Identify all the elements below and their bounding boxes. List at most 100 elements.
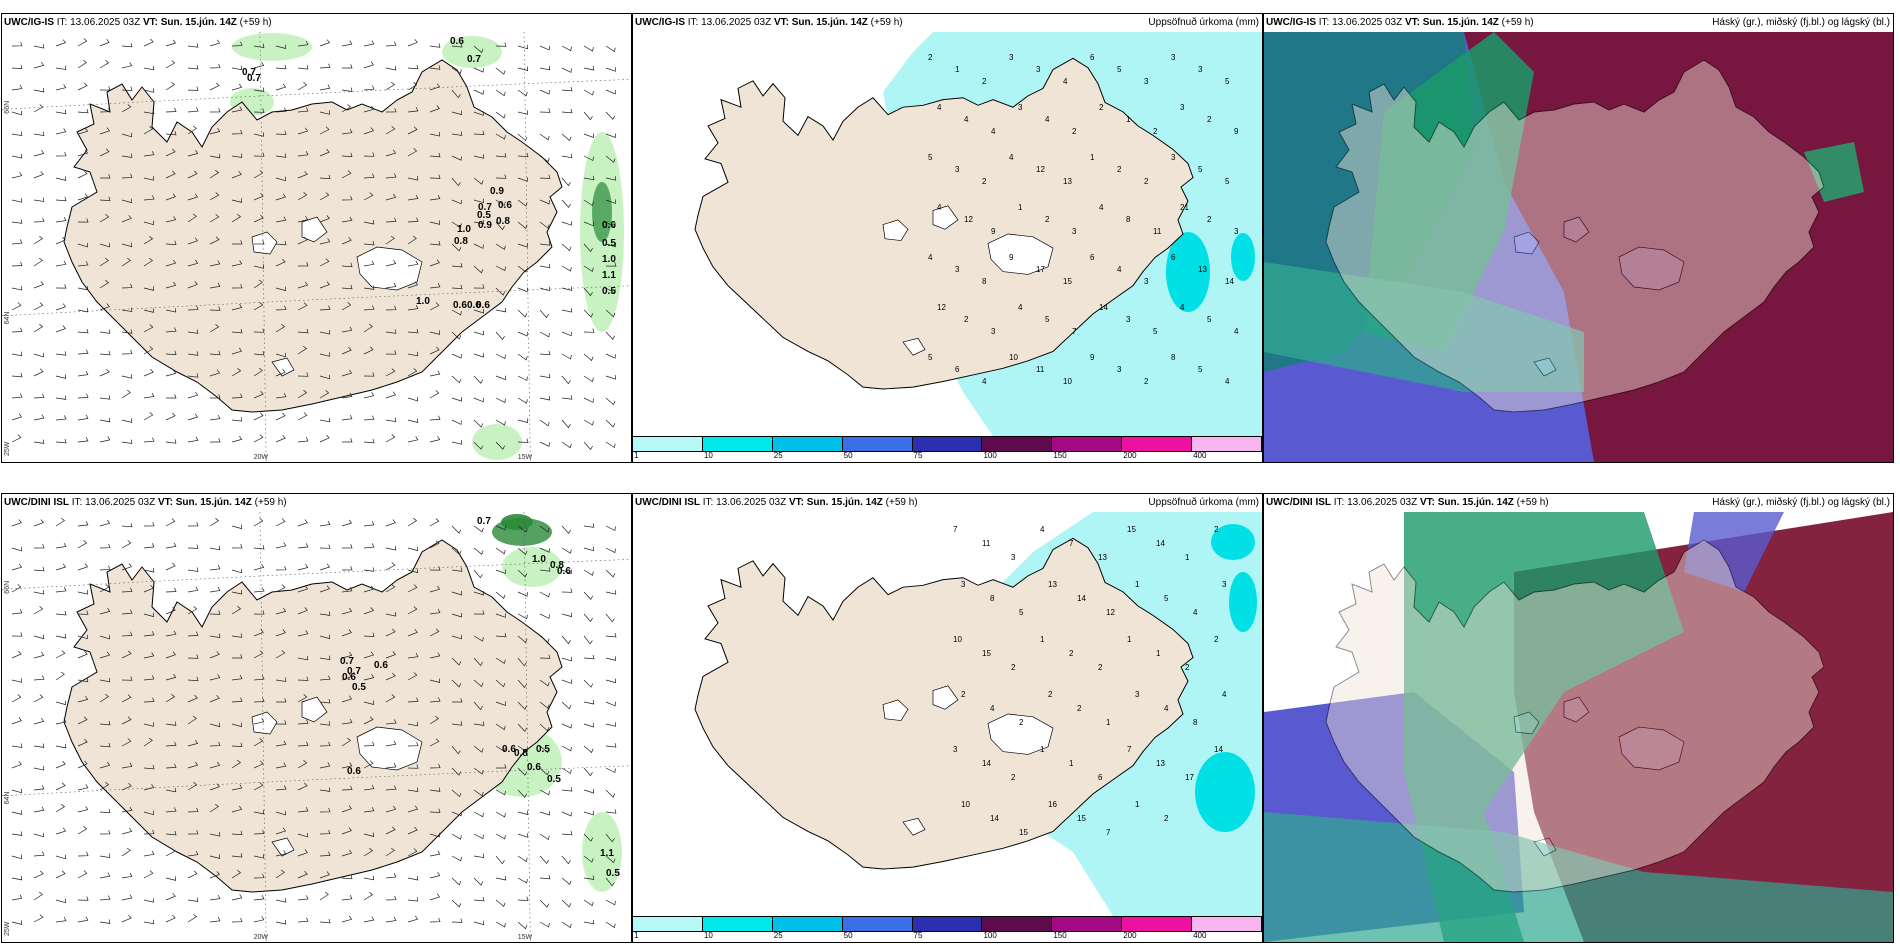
- wind-barb: [363, 716, 374, 725]
- wind-barb: [407, 126, 418, 135]
- precip-map[interactable]: 7 11 3 4 7 13 15 14 1 2 3 8 5 13 14 12 1 5 4 3 10 15 2 1 2 2 1 1 2 2 2…: [633, 512, 1262, 916]
- wind-barb: [517, 591, 528, 597]
- wind-barb: [341, 695, 353, 703]
- wind-barb: [583, 199, 594, 207]
- wind-barb: [165, 412, 176, 421]
- wind-barb: [232, 654, 243, 659]
- colorbar-tick-label: 200: [1123, 451, 1137, 460]
- colorbar-bin: [1052, 437, 1123, 451]
- wind-barb: [561, 787, 573, 792]
- wind-barb: [319, 281, 330, 289]
- wind-barb: [363, 741, 375, 747]
- wind-barb: [495, 701, 506, 706]
- precip-value-label: 12: [1106, 608, 1115, 617]
- wind-barb: [429, 608, 441, 615]
- wind-barb: [605, 833, 615, 843]
- wind-barb: [297, 82, 308, 91]
- wind-barb: [121, 540, 132, 549]
- wind-barb: [55, 611, 67, 616]
- coastline: [1325, 59, 1825, 413]
- panel-title: Uppsöfnuð úrkoma (mm): [1148, 497, 1259, 508]
- wind-barb: [99, 677, 111, 683]
- wind-map[interactable]: 0.7 1.0 0.8 0.6 0.7 0.6 0.7 0.6 0.5 0.6 0.8 0.5 0.6 0…: [2, 512, 631, 942]
- wind-barb: [385, 826, 396, 835]
- wind-barb: [583, 722, 594, 728]
- vt-value: Sun. 15.jún. 14Z: [1422, 17, 1499, 28]
- precip-value-label: 13: [1156, 759, 1165, 768]
- wind-barb: [561, 221, 572, 226]
- wind-value-label: 0.6: [476, 300, 490, 311]
- high-cloud-layer: [1804, 142, 1864, 202]
- precip-map[interactable]: 2 1 2 3 3 4 6 5 3 3 3 5 4 4 4 3 4 2 2 1 2 3 2 9 5 3 2 4 12 13 1 2 2 3 5 5 4 1…: [633, 32, 1262, 436]
- precip-value-label: 4: [1040, 525, 1045, 534]
- wind-barb: [11, 650, 22, 659]
- lon-label-25: 25W: [4, 921, 11, 936]
- wind-barb: [341, 565, 353, 571]
- wind-barb: [297, 412, 308, 421]
- precip-value-label: 1: [1106, 718, 1111, 727]
- wind-barb: [187, 125, 197, 135]
- wind-barb: [561, 153, 573, 159]
- precip-value-label: 4: [1018, 303, 1023, 312]
- wind-barb: [121, 86, 133, 91]
- precip-value-label: 2: [1099, 103, 1104, 112]
- wind-barb: [341, 216, 353, 223]
- wind-barb: [275, 412, 286, 421]
- cloud-map[interactable]: [1264, 512, 1893, 942]
- wind-map[interactable]: 0.6 0.7 0.7 0.7 0.9 0.7 0.6 1.0 0.8 0.8 0.9 1.0 0.6 0…: [2, 32, 631, 462]
- cloud-map[interactable]: [1264, 32, 1893, 462]
- wind-barb: [605, 767, 616, 774]
- wind-barb: [187, 654, 199, 659]
- wind-barb: [77, 38, 88, 47]
- wind-barb: [11, 198, 23, 203]
- colorbar-tick-label: 75: [913, 451, 923, 460]
- wind-barb: [605, 678, 616, 684]
- wind-barb: [33, 197, 45, 202]
- precip-value-label: 2: [1019, 718, 1024, 727]
- colorbar-bin: [772, 917, 843, 931]
- wind-barb: [143, 38, 154, 47]
- wind-barb: [231, 153, 243, 158]
- wind-barb: [517, 331, 528, 337]
- wind-barb: [33, 171, 44, 179]
- wind-barb: [341, 543, 353, 549]
- precip-value-label: 12: [937, 303, 946, 312]
- wind-barb: [275, 869, 285, 879]
- wind-barb: [473, 397, 484, 403]
- wind-barb: [605, 656, 617, 661]
- wind-barb: [407, 652, 419, 659]
- wind-barb: [517, 89, 528, 97]
- wind-barb: [143, 898, 155, 903]
- wind-barb: [451, 679, 462, 688]
- glacier: [301, 216, 328, 243]
- wind-barb: [319, 39, 331, 47]
- wind-barb: [363, 784, 375, 791]
- wind-barb: [55, 743, 67, 749]
- wind-barb: [165, 327, 177, 333]
- precip-value-label: 10: [1009, 353, 1018, 362]
- wind-barb: [297, 607, 308, 615]
- iceland-landmass: [63, 539, 563, 893]
- wind-barb: [385, 368, 396, 377]
- wind-barb: [583, 745, 594, 754]
- wind-barb: [517, 896, 529, 901]
- wind-barb: [539, 331, 550, 338]
- wind-barb: [121, 914, 132, 923]
- wind-barb: [77, 738, 88, 747]
- wind-barb: [385, 805, 397, 813]
- wind-barb: [517, 723, 528, 733]
- wind-barb: [451, 43, 463, 48]
- wind-barb: [583, 353, 594, 362]
- wind-barb: [451, 899, 462, 908]
- wind-barb: [385, 259, 397, 267]
- wind-barb: [297, 216, 309, 223]
- wind-barb: [209, 651, 220, 659]
- wind-barb: [231, 368, 242, 377]
- wind-barb: [319, 544, 331, 549]
- wind-barb: [517, 397, 528, 404]
- wind-barb: [33, 785, 45, 791]
- wind-barb: [143, 176, 155, 181]
- wind-barb: [297, 563, 309, 571]
- wind-barb: [583, 699, 595, 705]
- wind-barb: [341, 284, 353, 290]
